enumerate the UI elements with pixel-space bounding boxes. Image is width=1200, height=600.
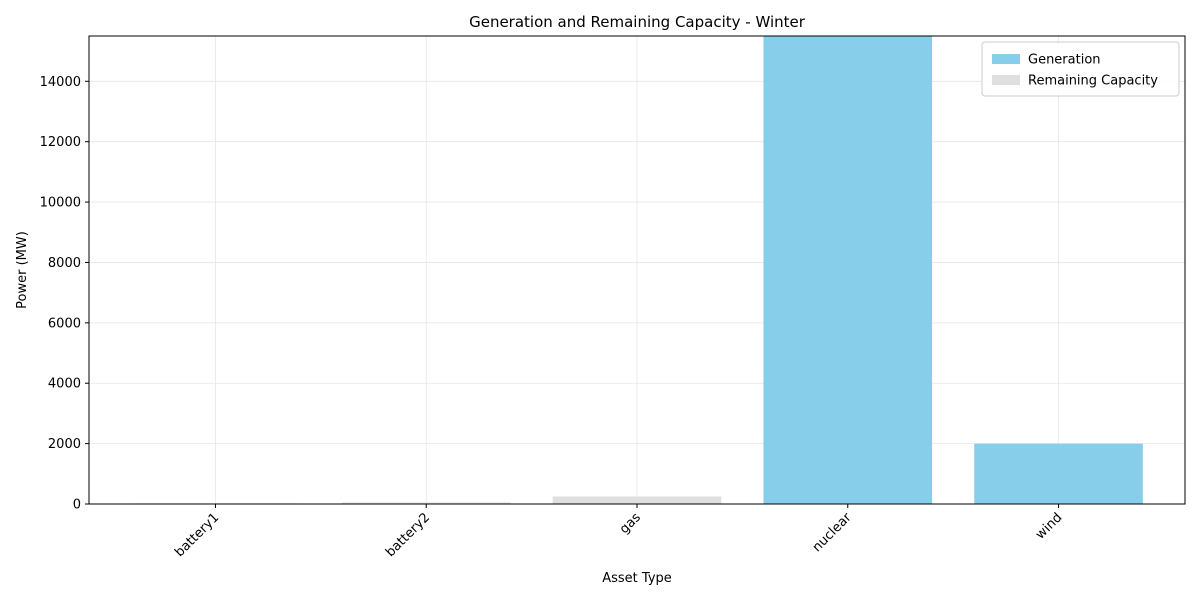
grid-layer	[89, 36, 1185, 505]
y-tick-label: 10000	[40, 196, 81, 211]
x-tick-label: battery1	[172, 510, 222, 560]
y-tick-label: 0	[73, 498, 81, 513]
bar-remaining-capacity-battery2	[341, 502, 511, 504]
y-axis: 0 2000 4000 6000 8000 10000 12000 14000	[40, 75, 89, 513]
bar-generation-wind	[974, 443, 1143, 504]
y-axis-label: Power (MW)	[15, 231, 30, 309]
legend-swatch	[992, 54, 1020, 64]
x-tick-label: battery2	[383, 510, 433, 560]
bars-layer	[131, 36, 1143, 504]
legend-label: Remaining Capacity	[1028, 74, 1158, 89]
x-axis-label: Asset Type	[602, 571, 672, 586]
legend: Generation Remaining Capacity	[981, 41, 1180, 97]
legend-box	[981, 41, 1180, 97]
x-tick-label: nuclear	[810, 510, 855, 555]
y-tick-label: 6000	[48, 316, 81, 331]
y-tick-label: 14000	[40, 75, 81, 90]
legend-label: Generation	[1028, 53, 1101, 68]
y-tick-label: 4000	[48, 377, 81, 392]
legend-swatch	[992, 75, 1020, 85]
y-tick-label: 8000	[48, 256, 81, 271]
chart-title: Generation and Remaining Capacity - Wint…	[469, 13, 806, 31]
x-axis: battery1 battery2 gas nuclear wind	[172, 504, 1065, 560]
bar-remaining-capacity-gas	[552, 496, 722, 504]
bar-generation-nuclear	[763, 36, 933, 504]
y-tick-label: 2000	[48, 437, 81, 452]
x-tick-label: gas	[617, 510, 644, 537]
y-tick-label: 12000	[40, 135, 81, 150]
x-tick-label: wind	[1033, 510, 1065, 542]
